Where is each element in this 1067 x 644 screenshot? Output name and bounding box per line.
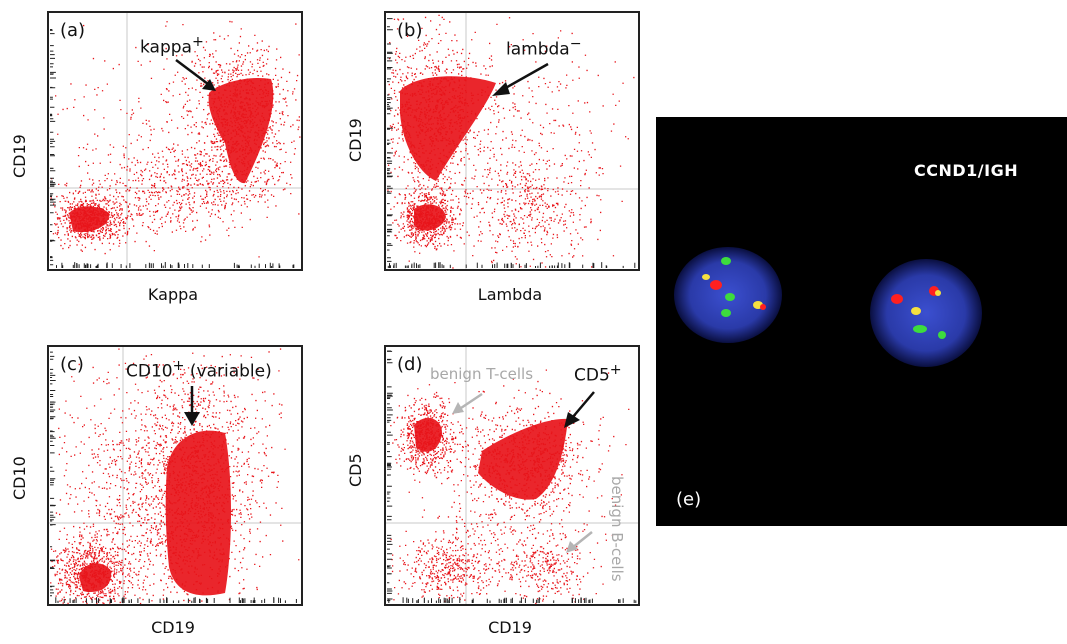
annotation-lambda: lambda−: [506, 36, 582, 60]
arrow-a: [175, 59, 216, 91]
annotation-cd5: CD5+: [574, 362, 622, 386]
annotation-cd10: CD10+ (variable): [126, 358, 272, 382]
fish-nuclei: [674, 247, 982, 367]
x-axis-label-a: Kappa: [147, 285, 199, 304]
y-axis-label-b: CD19: [346, 118, 365, 162]
plot-panel-a: [47, 11, 303, 271]
signals-left: [702, 257, 766, 317]
x-axis-label-b: Lambda: [477, 285, 543, 304]
y-axis-label-d: CD5: [346, 453, 365, 487]
arrow-b: [492, 62, 549, 96]
panel-tag-e: (e): [676, 489, 702, 510]
signals-right: [891, 286, 946, 339]
label-benign-b-cells: benign B-cells: [608, 476, 626, 582]
plot-panel-b: [384, 11, 640, 271]
y-axis-label-c: CD10: [10, 456, 29, 500]
nucleus-right: [870, 259, 982, 367]
panel-tag-b: (b): [397, 20, 423, 41]
panel-tag-c: (c): [60, 354, 84, 375]
fish-probe-title: CCND1/IGH: [914, 161, 1019, 180]
scatter-c: [49, 347, 301, 604]
label-benign-t-cells: benign T-cells: [430, 365, 534, 383]
panel-tag-a: (a): [60, 20, 86, 41]
fish-image-panel: CCND1/IGH (e): [656, 117, 1067, 526]
grey-arrow-b-cells: [566, 531, 593, 553]
scatter-b: [386, 13, 638, 269]
y-axis-label-a: CD19: [10, 134, 29, 178]
plot-panel-d: [384, 345, 640, 606]
panel-tag-d: (d): [397, 354, 423, 375]
annotation-kappa: kappa+: [140, 34, 204, 58]
arrow-d: [564, 391, 595, 428]
x-axis-label-d: CD19: [488, 618, 532, 637]
x-axis-label-c: CD19: [151, 618, 195, 637]
grey-arrow-t-cells: [452, 392, 483, 414]
arrow-c: [184, 386, 200, 426]
scatter-a: [49, 13, 301, 269]
plot-panel-c: [47, 345, 303, 606]
scatter-d: [386, 347, 638, 604]
